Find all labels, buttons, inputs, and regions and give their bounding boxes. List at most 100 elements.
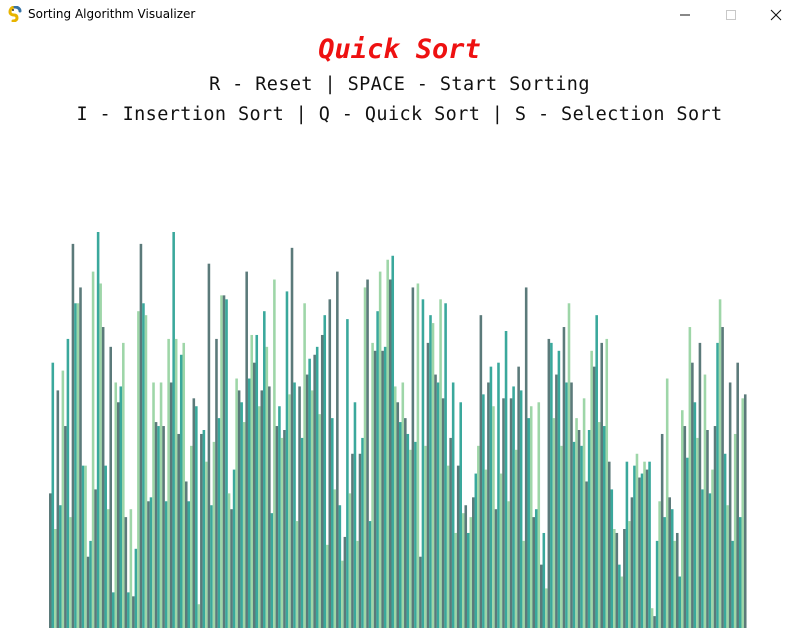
array-bar: [441, 398, 445, 628]
array-bar: [255, 334, 259, 628]
array-bar: [207, 263, 211, 628]
minimize-button[interactable]: [662, 0, 708, 30]
array-bar: [137, 311, 140, 628]
array-bar: [575, 418, 578, 628]
array-bar: [409, 449, 412, 628]
array-bar: [179, 354, 183, 628]
array-bar: [190, 445, 193, 628]
array-bar: [129, 509, 133, 628]
array-bar: [723, 453, 727, 628]
array-bar: [557, 350, 561, 628]
array-bar: [469, 517, 473, 628]
array-bar: [570, 382, 573, 628]
array-bar: [643, 461, 646, 628]
close-button[interactable]: [753, 0, 799, 30]
array-bar: [268, 386, 271, 628]
array-bar: [665, 378, 669, 628]
array-bar: [688, 327, 692, 628]
array-bar: [127, 592, 130, 628]
array-bar: [706, 430, 709, 628]
array-bar: [449, 437, 452, 628]
array-bar: [660, 433, 664, 628]
array-bar: [177, 433, 180, 628]
array-bar: [741, 398, 745, 628]
array-bar: [323, 315, 327, 628]
array-bar: [416, 283, 420, 628]
array-bar: [51, 362, 55, 628]
array-bar: [499, 473, 503, 628]
array-bar: [461, 513, 465, 628]
array-bar: [200, 433, 203, 628]
array-bar: [71, 243, 75, 628]
array-bar: [147, 501, 150, 628]
array-bar: [479, 315, 483, 628]
window-title: Sorting Algorithm Visualizer: [28, 7, 196, 21]
array-bar: [366, 279, 369, 628]
array-bar: [625, 461, 629, 628]
array-bar: [195, 406, 198, 628]
maximize-icon: [726, 10, 736, 20]
array-bar: [202, 430, 206, 628]
array-bar: [74, 303, 77, 628]
array-bar: [275, 426, 279, 628]
array-bar: [716, 342, 719, 628]
array-bar: [728, 382, 732, 628]
array-bar: [630, 497, 634, 628]
array-bar: [69, 517, 72, 628]
array-bar: [655, 540, 659, 628]
array-bar: [300, 437, 304, 628]
array-bar: [99, 283, 102, 628]
array-bar: [386, 259, 389, 628]
maximize-button[interactable]: [708, 0, 754, 30]
array-bar: [527, 418, 530, 628]
array-bar: [618, 564, 621, 628]
array-bar: [567, 303, 571, 628]
array-bar: [635, 453, 639, 628]
array-bar: [633, 465, 636, 628]
array-bar: [159, 382, 163, 628]
array-bar: [134, 548, 138, 628]
array-bar: [86, 556, 90, 628]
array-bar: [703, 374, 707, 628]
array-bar: [424, 445, 427, 628]
title-bar: Sorting Algorithm Visualizer: [0, 0, 799, 30]
array-bar: [116, 402, 120, 628]
array-bar: [139, 243, 143, 628]
array-bar: [459, 402, 462, 628]
array-bar: [678, 576, 682, 628]
array-bar: [668, 497, 671, 628]
array-bar: [64, 426, 67, 628]
array-bar: [343, 536, 347, 628]
array-bar: [94, 489, 97, 628]
array-bar: [227, 493, 231, 628]
array-bar: [507, 501, 510, 628]
array-bar: [164, 501, 168, 628]
array-bar: [592, 366, 596, 628]
array-bar: [472, 497, 475, 628]
array-bar: [701, 489, 704, 628]
array-bar: [91, 271, 95, 628]
array-bar: [693, 402, 697, 628]
array-bar: [401, 382, 405, 628]
array-bar: [288, 394, 291, 628]
array-bar: [260, 390, 264, 628]
array-bar: [653, 616, 656, 628]
algorithm-title: Quick Sort: [318, 34, 481, 65]
array-bar: [444, 303, 447, 628]
array-bar: [502, 398, 505, 628]
array-bar: [217, 418, 221, 628]
array-bar: [529, 406, 533, 628]
array-bar: [54, 529, 57, 628]
array-bar: [572, 441, 576, 628]
array-bar: [318, 414, 321, 628]
array-bar: [615, 532, 619, 628]
array-bar: [240, 402, 243, 628]
array-bar: [731, 540, 734, 628]
array-bar: [484, 469, 488, 628]
array-bar: [252, 362, 256, 628]
array-bar: [519, 390, 523, 628]
array-bar: [157, 426, 160, 628]
array-bar: [595, 315, 598, 628]
array-bar: [454, 532, 457, 628]
array-bar: [273, 279, 276, 628]
